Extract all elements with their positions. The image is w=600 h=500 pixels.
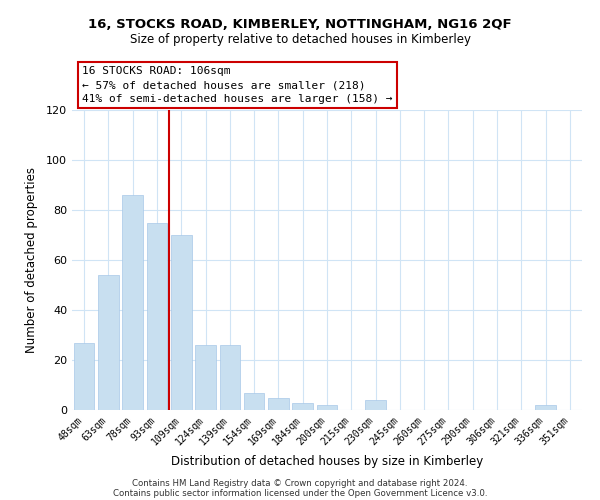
Y-axis label: Number of detached properties: Number of detached properties: [25, 167, 38, 353]
Bar: [535, 405, 556, 410]
Bar: [220, 345, 240, 410]
Bar: [244, 392, 265, 410]
Text: Contains HM Land Registry data © Crown copyright and database right 2024.: Contains HM Land Registry data © Crown c…: [132, 478, 468, 488]
X-axis label: Distribution of detached houses by size in Kimberley: Distribution of detached houses by size …: [171, 455, 483, 468]
Bar: [74, 342, 94, 410]
Text: Contains public sector information licensed under the Open Government Licence v3: Contains public sector information licen…: [113, 488, 487, 498]
Text: 16 STOCKS ROAD: 106sqm
← 57% of detached houses are smaller (218)
41% of semi-de: 16 STOCKS ROAD: 106sqm ← 57% of detached…: [82, 66, 392, 104]
Bar: [146, 222, 167, 410]
Bar: [122, 195, 143, 410]
Text: Size of property relative to detached houses in Kimberley: Size of property relative to detached ho…: [130, 32, 470, 46]
Bar: [292, 402, 313, 410]
Text: 16, STOCKS ROAD, KIMBERLEY, NOTTINGHAM, NG16 2QF: 16, STOCKS ROAD, KIMBERLEY, NOTTINGHAM, …: [88, 18, 512, 30]
Bar: [98, 275, 119, 410]
Bar: [365, 400, 386, 410]
Bar: [171, 235, 191, 410]
Bar: [268, 398, 289, 410]
Bar: [317, 405, 337, 410]
Bar: [195, 345, 216, 410]
